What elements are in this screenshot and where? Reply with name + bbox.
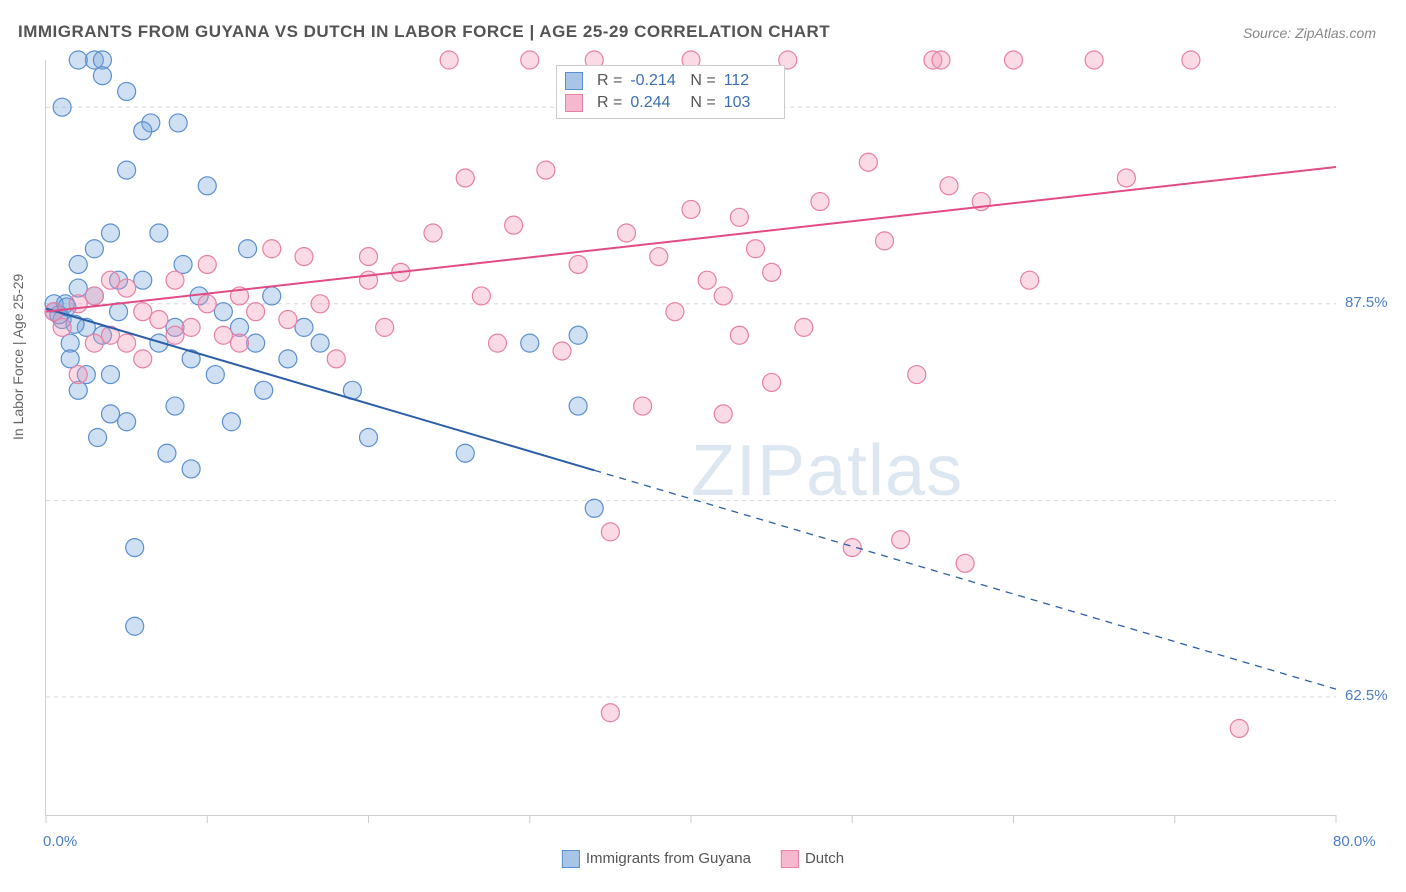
- stats-n-label: N =: [690, 72, 715, 90]
- stats-r-label: R =: [597, 72, 622, 90]
- legend-label: Dutch: [805, 850, 844, 867]
- source-credit: Source: ZipAtlas.com: [1243, 25, 1376, 41]
- x-tick-label: 80.0%: [1333, 833, 1376, 850]
- stats-r-label: R =: [597, 94, 622, 112]
- plot-area: ZIPatlas R =-0.214 N =112R =0.244 N =103: [45, 60, 1336, 816]
- legend-swatch: [781, 850, 799, 868]
- stats-swatch: [565, 72, 583, 90]
- legend-item: Dutch: [781, 850, 844, 868]
- correlation-stats-box: R = -0.214 N = 112 R = 0.244 N = 103: [556, 65, 785, 119]
- legend-swatch: [562, 850, 580, 868]
- legend-bottom: Immigrants from Guyana Dutch: [562, 850, 844, 868]
- legend-label: Immigrants from Guyana: [586, 850, 751, 867]
- stats-n-value: 112: [724, 72, 776, 90]
- legend-item: Immigrants from Guyana: [562, 850, 751, 868]
- stats-row: R = 0.244 N = 103: [565, 92, 776, 114]
- scatter-plot-svg: [46, 60, 1336, 815]
- y-axis-label: In Labor Force | Age 25-29: [10, 274, 26, 440]
- chart-title: IMMIGRANTS FROM GUYANA VS DUTCH IN LABOR…: [18, 22, 830, 42]
- y-tick-label: 87.5%: [1345, 294, 1388, 311]
- y-tick-label: 62.5%: [1345, 687, 1388, 704]
- x-tick-label: 0.0%: [43, 833, 77, 850]
- stats-swatch: [565, 94, 583, 112]
- stats-n-label: N =: [690, 94, 715, 112]
- stats-row: R = -0.214 N = 112: [565, 70, 776, 92]
- stats-n-value: 103: [724, 94, 776, 112]
- chart-container: IMMIGRANTS FROM GUYANA VS DUTCH IN LABOR…: [0, 0, 1406, 892]
- stats-r-value: -0.214: [630, 72, 682, 90]
- stats-r-value: 0.244: [630, 94, 682, 112]
